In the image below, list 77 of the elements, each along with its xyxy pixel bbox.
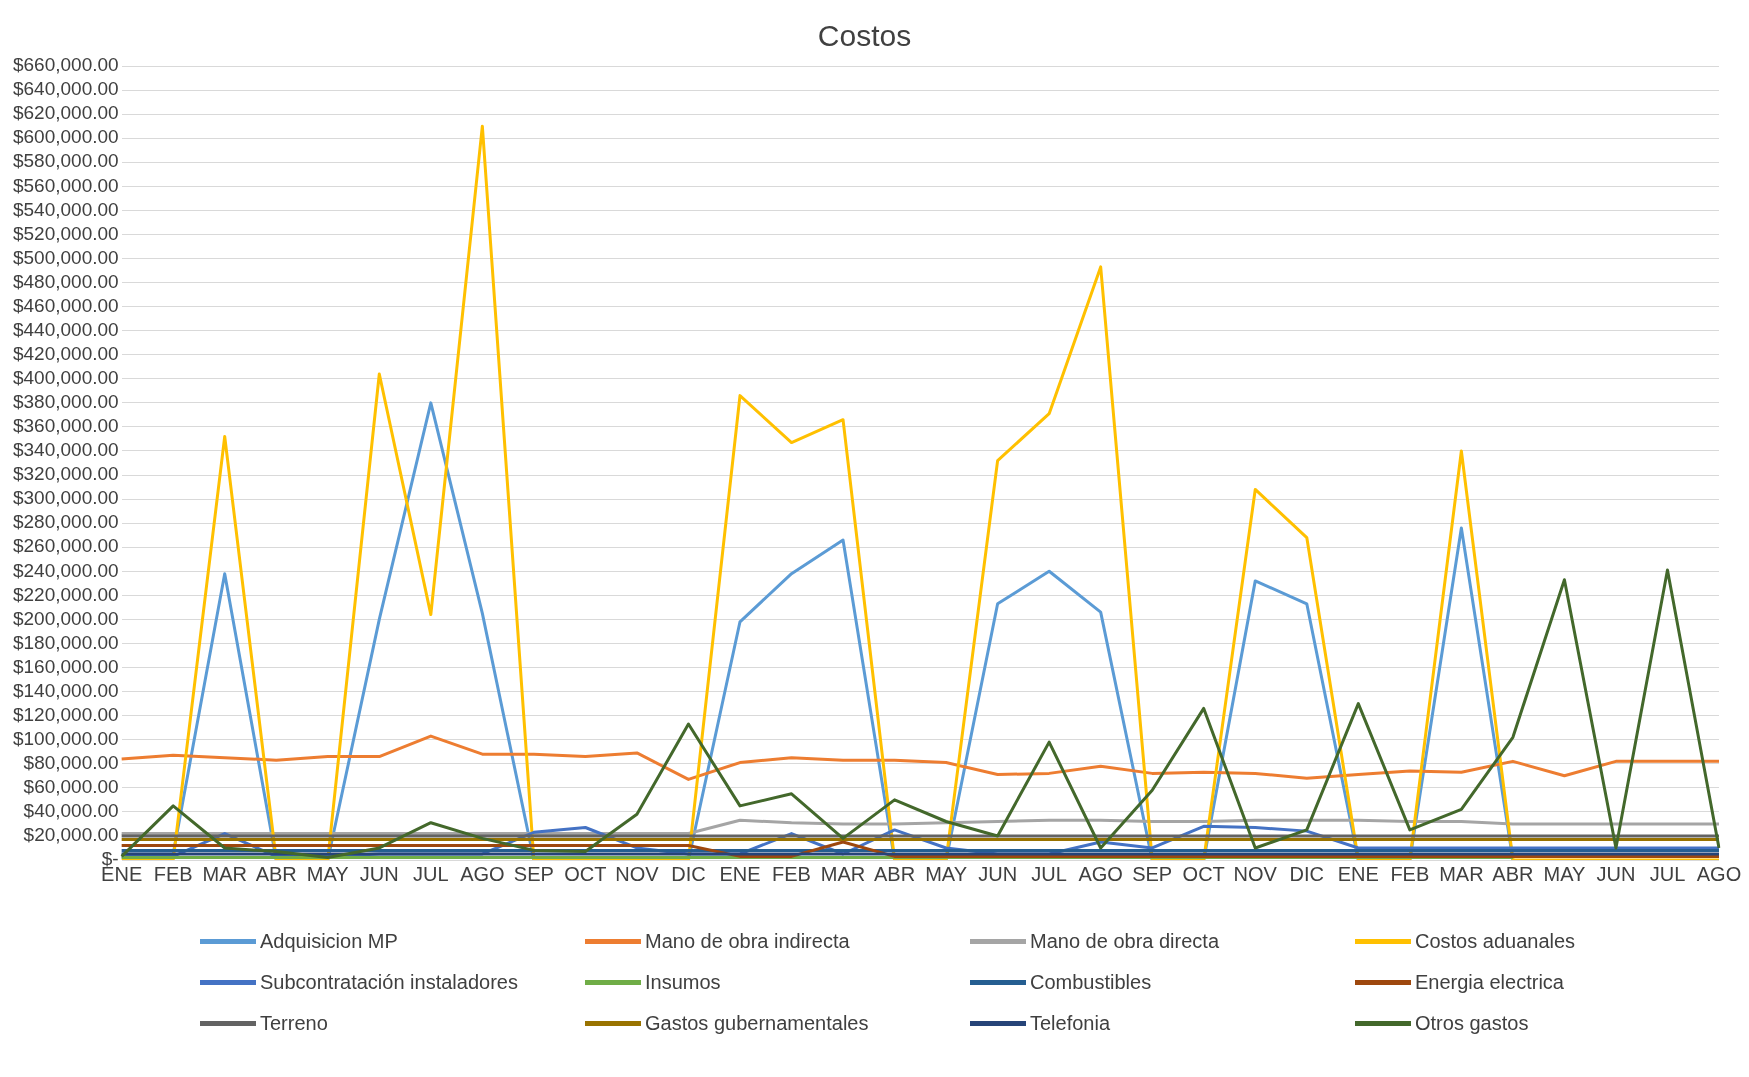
x-tick-label: JUN [1596,862,1636,885]
y-tick-label: $520,000.00 [12,222,119,244]
y-tick-label: $540,000.00 [12,198,119,220]
legend-label: Energia electrica [1415,971,1564,994]
x-tick-label: AGO [1078,862,1123,885]
x-tick-label: NOV [615,862,660,885]
y-tick-label: $200,000.00 [12,607,119,629]
chart-title: Costos [817,19,912,53]
y-tick-label: $360,000.00 [12,415,119,437]
x-tick-label: AGO [1696,862,1742,885]
y-tick-label: $180,000.00 [12,631,119,653]
x-tick-label: MAR [202,862,247,885]
x-tick-label: ENE [1337,862,1379,885]
x-tick-label: DIC [1289,862,1325,885]
x-tick-label: FEB [153,862,193,885]
legend-label: Terreno [260,1012,328,1035]
y-tick-label: $320,000.00 [12,463,119,485]
legend-label: Costos aduanales [1415,930,1576,953]
y-tick-label: $120,000.00 [12,703,119,725]
y-tick-label: $400,000.00 [12,367,119,389]
legend-label: Subcontratación instaladores [260,971,518,994]
x-tick-label: ABR [874,862,916,885]
y-tick-label: $620,000.00 [12,102,119,124]
y-tick-label: $140,000.00 [12,679,119,701]
y-tick-label: $20,000.00 [23,824,119,846]
legend-label: Mano de obra directa [1030,930,1220,953]
x-tick-label: ABR [255,862,297,885]
y-tick-label: $640,000.00 [12,78,119,100]
x-tick-label: JUL [413,862,449,885]
x-tick-label: OCT [564,862,607,885]
y-tick-label: $580,000.00 [12,150,119,172]
x-tick-label: JUN [359,862,399,885]
x-tick-label: ENE [719,862,761,885]
y-tick-label: $220,000.00 [12,583,119,605]
x-tick-label: SEP [1132,862,1173,885]
y-tick-label: $60,000.00 [23,776,119,798]
legend-label: Gastos gubernamentales [645,1012,869,1035]
y-tick-label: $600,000.00 [12,126,119,148]
y-tick-label: $80,000.00 [23,751,119,773]
legend-label: Insumos [645,971,721,994]
y-tick-label: $660,000.00 [12,54,119,76]
y-tick-label: $460,000.00 [12,294,119,316]
y-tick-label: $40,000.00 [23,800,119,822]
x-tick-label: FEB [772,862,811,885]
x-tick-label: DIC [671,862,706,885]
y-tick-label: $100,000.00 [12,727,119,749]
x-tick-label: JUL [1649,862,1686,885]
x-tick-label: SEP [513,862,554,885]
y-tick-label: $160,000.00 [12,655,119,677]
x-tick-label: JUN [978,862,1018,885]
y-tick-label: $340,000.00 [12,439,119,461]
y-tick-label: $380,000.00 [12,391,119,413]
x-tick-label: MAR [820,862,866,885]
y-tick-label: $560,000.00 [12,174,119,196]
x-tick-label: MAR [1439,862,1484,885]
legend-label: Mano de obra indirecta [645,930,850,953]
x-tick-label: OCT [1182,862,1225,885]
y-tick-label: $480,000.00 [12,270,119,292]
y-tick-label: $280,000.00 [12,511,119,533]
x-tick-label: MAY [306,862,349,885]
y-tick-label: $240,000.00 [12,559,119,581]
y-tick-label: $300,000.00 [12,487,119,509]
y-tick-label: $500,000.00 [12,246,119,268]
legend-label: Telefonia [1030,1012,1111,1035]
x-tick-label: MAY [1543,862,1586,885]
x-tick-label: AGO [460,862,505,885]
legend-label: Combustibles [1030,971,1152,994]
y-tick-label: $440,000.00 [12,318,119,340]
x-tick-label: JUL [1031,862,1067,885]
y-tick-label: $260,000.00 [12,535,119,557]
x-tick-label: MAY [925,862,968,885]
legend-label: Adquisicion MP [260,930,398,953]
x-tick-label: FEB [1390,862,1430,885]
x-tick-label: ABR [1492,862,1534,885]
y-tick-label: $420,000.00 [12,342,119,364]
legend-label: Otros gastos [1415,1012,1529,1035]
x-tick-label: NOV [1233,862,1278,885]
